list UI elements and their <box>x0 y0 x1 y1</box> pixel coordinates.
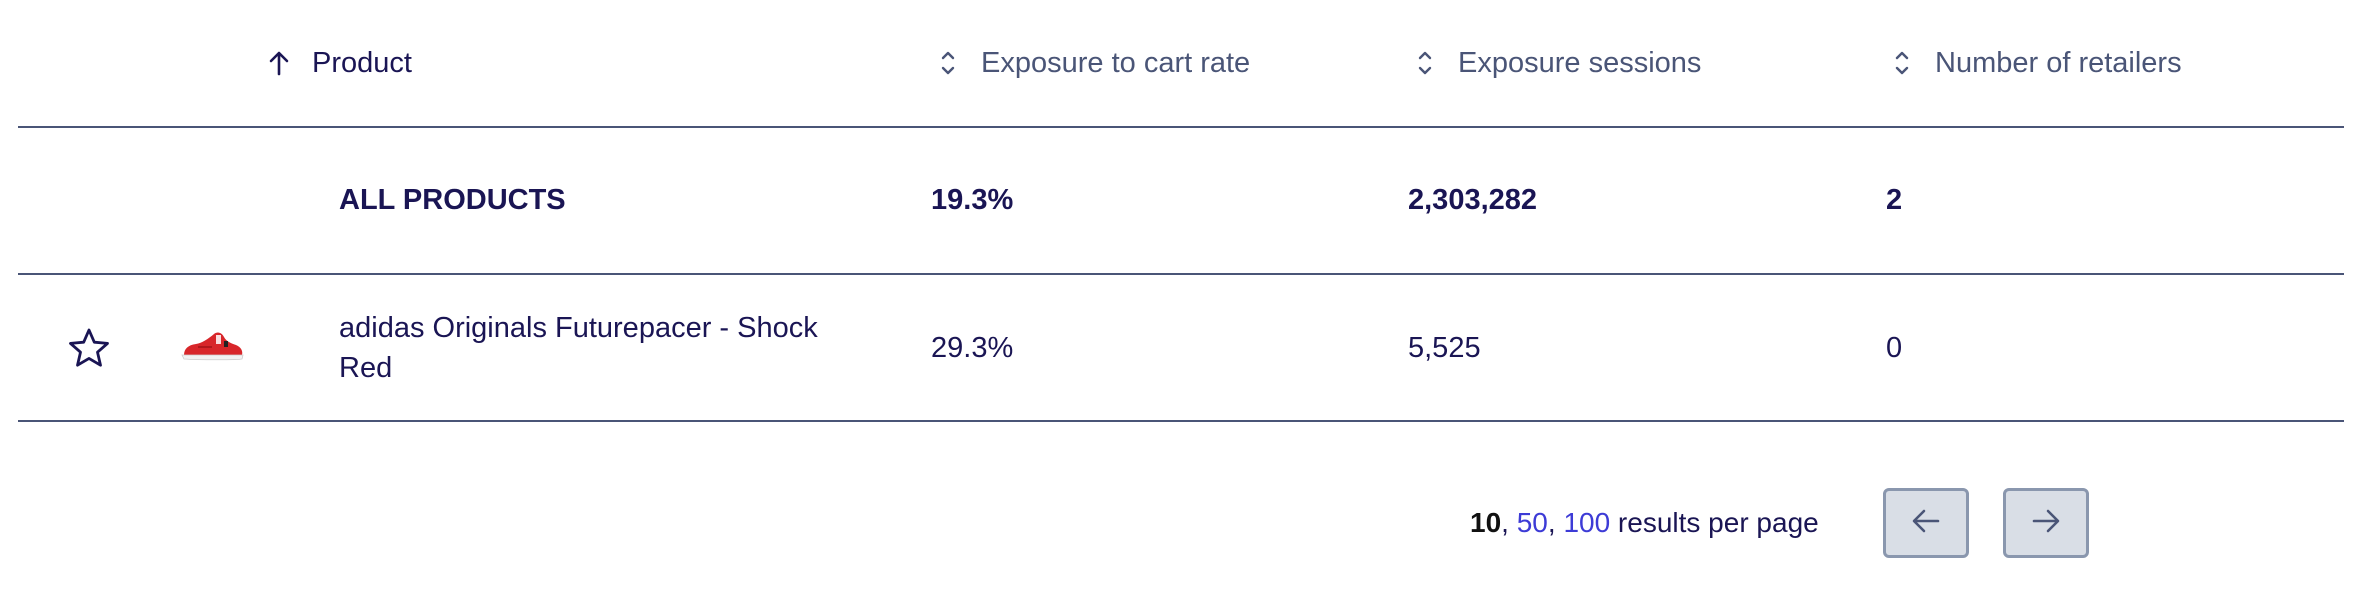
products-table: Product Exposure to cart rate Exposure s… <box>18 0 2344 422</box>
column-header-exposure-sessions[interactable]: Exposure sessions <box>1412 0 1852 126</box>
product-name[interactable]: adidas Originals Futurepacer - Shock Red <box>339 275 899 420</box>
column-header-rate-label: Exposure to cart rate <box>981 46 1251 79</box>
per-page-current: 10 <box>1470 507 1502 538</box>
column-header-number-of-retailers[interactable]: Number of retailers <box>1889 0 2329 126</box>
column-header-retailers-label: Number of retailers <box>1935 46 2182 79</box>
sort-ascending-icon[interactable] <box>266 47 292 79</box>
arrow-right-icon <box>2031 508 2061 539</box>
sort-unsorted-icon[interactable] <box>1412 47 1438 79</box>
product-rate: 29.3% <box>931 331 1014 364</box>
per-page-option-50[interactable]: 50 <box>1516 507 1548 538</box>
sort-unsorted-icon[interactable] <box>935 47 961 79</box>
product-name-text: adidas Originals Futurepacer - Shock Red <box>339 311 818 384</box>
per-page-separator: , <box>1547 507 1564 538</box>
next-page-button[interactable] <box>2002 488 2089 558</box>
summary-retailers: 2 <box>1886 184 1903 216</box>
per-page-label: results per page <box>1610 507 1819 538</box>
red-sneaker-icon <box>178 325 248 370</box>
product-thumbnail[interactable] <box>178 275 298 420</box>
pagination: 10, 50, 100 results per page <box>1470 486 2123 560</box>
column-header-sessions-label: Exposure sessions <box>1458 46 1702 79</box>
previous-page-button[interactable] <box>1882 488 1969 558</box>
summary-rate: 19.3% <box>931 184 1014 216</box>
per-page-option-100[interactable]: 100 <box>1563 507 1611 538</box>
per-page-separator: , <box>1501 507 1517 538</box>
summary-sessions: 2,303,282 <box>1408 184 1538 216</box>
summary-row: ALL PRODUCTS 19.3% 2,303,282 2 <box>18 128 2344 275</box>
table-header-row: Product Exposure to cart rate Exposure s… <box>18 0 2344 128</box>
table-row[interactable]: adidas Originals Futurepacer - Shock Red… <box>18 275 2344 422</box>
column-header-product-label: Product <box>312 46 412 79</box>
favorite-toggle[interactable] <box>68 275 148 420</box>
product-sessions: 5,525 <box>1408 331 1481 364</box>
sort-unsorted-icon[interactable] <box>1889 47 1915 79</box>
star-outline-icon[interactable] <box>68 327 110 369</box>
column-header-product[interactable]: Product <box>266 0 826 126</box>
summary-product: ALL PRODUCTS <box>339 184 566 216</box>
arrow-left-icon <box>1911 508 1941 539</box>
product-retailers: 0 <box>1886 331 1903 364</box>
column-header-exposure-to-cart-rate[interactable]: Exposure to cart rate <box>935 0 1375 126</box>
results-per-page: 10, 50, 100 results per page <box>1470 507 1819 539</box>
